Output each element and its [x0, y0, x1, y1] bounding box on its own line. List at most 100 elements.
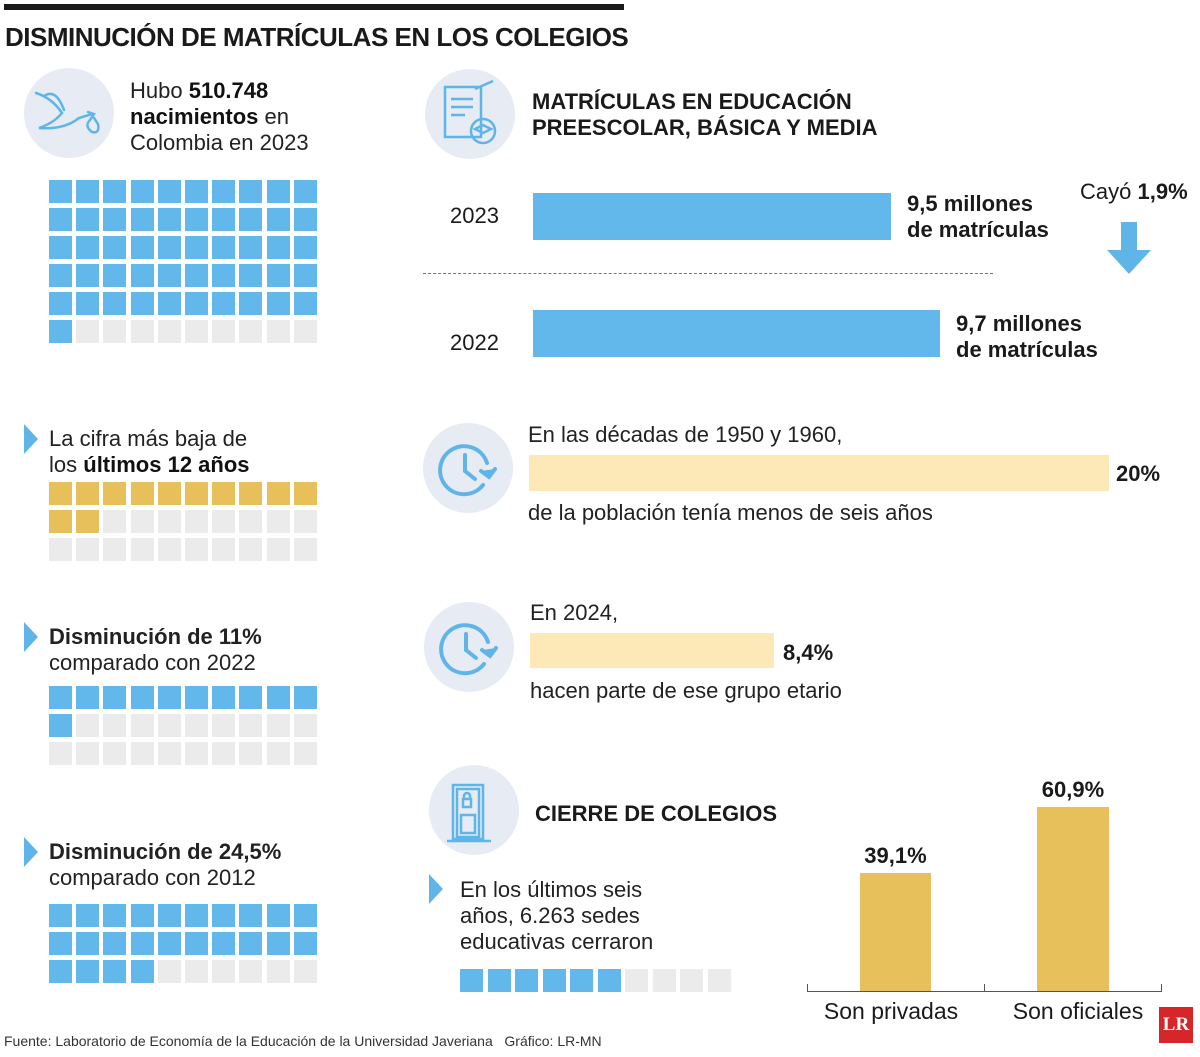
axis-tick — [807, 984, 808, 992]
waffle-cell-filled — [76, 292, 100, 315]
waffle-cell-filled — [266, 264, 290, 287]
waffle-cell-empty — [76, 320, 100, 343]
waffle-cell-empty — [212, 960, 236, 983]
waffle-cell-filled — [293, 264, 317, 287]
waffle-cell-filled — [184, 932, 208, 955]
waffle-cell-filled — [76, 510, 100, 533]
lr-logo: LR — [1159, 1007, 1193, 1043]
waffle-cell-filled — [157, 292, 181, 315]
waffle-cell-filled — [49, 208, 72, 231]
waffle-cell-filled — [212, 686, 236, 709]
bullet-triangle — [24, 837, 38, 867]
waffle-cell-empty — [157, 714, 181, 737]
waffle-cell-filled — [212, 482, 236, 505]
waffle-cell-filled — [103, 180, 127, 203]
bar-son-oficiales — [1037, 807, 1109, 991]
waffle-cell-empty — [293, 960, 317, 983]
waffle-cell-filled — [239, 686, 263, 709]
waffle-cell-filled — [49, 932, 72, 955]
waffle-cell-empty — [103, 320, 127, 343]
pop1-bottom: de la población tenía menos de seis años — [528, 500, 933, 525]
waffle-cell-filled — [103, 904, 127, 927]
clock-icon — [423, 423, 513, 513]
waffle-cell-filled — [76, 180, 100, 203]
waffle-cell-filled — [76, 236, 100, 259]
axis-tick — [984, 984, 985, 992]
waffle-cell-filled — [130, 904, 154, 927]
waffle-cell-filled — [49, 904, 72, 927]
bar-label-8-4: 8,4% — [783, 640, 834, 665]
waffle-cell-filled — [212, 180, 236, 203]
waffle-cell-filled — [157, 264, 181, 287]
schools-text: En los últimos seis años, 6.263 sedes educ… — [460, 877, 654, 954]
bar-son-privadas — [860, 872, 931, 991]
waffle-cell-empty — [76, 714, 100, 737]
waffle-cell-filled — [184, 264, 208, 287]
waffle-cell-filled — [157, 482, 181, 505]
waffle-cell-empty — [239, 960, 263, 983]
waffle-cell-filled — [293, 904, 317, 927]
waffle-cell-empty — [293, 538, 317, 561]
waffle-cell-filled — [293, 292, 317, 315]
category-label: Son privadas — [823, 998, 959, 1024]
waffle-cell-empty — [266, 960, 290, 983]
divider — [423, 273, 993, 274]
top-rule — [4, 4, 624, 10]
waffle-cell-filled — [103, 236, 127, 259]
waffle-cell-filled — [239, 482, 263, 505]
waffle-cell-empty — [266, 320, 290, 343]
waffle-cell-filled — [212, 264, 236, 287]
waffle-cell-filled — [212, 932, 236, 955]
waffle-cell-filled — [130, 208, 154, 231]
waffle-cell-empty — [130, 742, 154, 765]
waffle-cell-filled — [239, 236, 263, 259]
bar-label-2022: 9,7 millones de matrículas — [956, 311, 1098, 362]
waffle-cell-filled — [293, 686, 317, 709]
year-label: 2022 — [450, 330, 499, 355]
waffle-cell-filled — [157, 904, 181, 927]
waffle-cell-filled — [239, 292, 263, 315]
waffle-cell-empty — [652, 969, 676, 992]
waffle-cell-filled — [239, 264, 263, 287]
waffle-cell-empty — [130, 320, 154, 343]
waffle-cell-empty — [184, 510, 208, 533]
waffle-cell-empty — [103, 510, 127, 533]
waffle-cell-filled — [266, 932, 290, 955]
waffle-cell-filled — [184, 482, 208, 505]
bar-2024 — [530, 633, 774, 668]
bar-1950-1960 — [529, 455, 1109, 491]
pop2-bottom: hacen parte de ese grupo etario — [530, 678, 842, 703]
waffle-cell-empty — [76, 742, 100, 765]
clock-icon — [424, 602, 514, 692]
waffle-cell-empty — [157, 320, 181, 343]
lowest-text: La cifra más baja de los últimos 12 años — [49, 426, 250, 477]
waffle-cell-filled — [49, 320, 72, 343]
waffle-cell-filled — [266, 482, 290, 505]
stork-icon — [24, 68, 114, 158]
waffle-cell-filled — [130, 264, 154, 287]
waffle-cell-filled — [130, 180, 154, 203]
decrease-11-text: Disminución de 11% comparado con 2022 — [49, 624, 262, 675]
bullet-triangle — [24, 424, 38, 454]
waffle-cell-filled — [103, 292, 127, 315]
waffle-cell-empty — [266, 714, 290, 737]
waffle-cell-empty — [49, 538, 72, 561]
waffle-cell-filled — [212, 236, 236, 259]
waffle-cell-empty — [239, 510, 263, 533]
waffle-cell-filled — [487, 969, 511, 992]
waffle-cell-filled — [184, 904, 208, 927]
waffle-cell-filled — [103, 264, 127, 287]
waffle-cell-filled — [266, 208, 290, 231]
pop1-top: En las décadas de 1950 y 1960, — [528, 422, 843, 447]
waffle-cell-empty — [184, 960, 208, 983]
waffle-cell-filled — [293, 932, 317, 955]
waffle-cell-empty — [293, 742, 317, 765]
waffle-cell-empty — [130, 714, 154, 737]
waffle-cell-filled — [266, 686, 290, 709]
births-text: Hubo 510.748 nacimientos en Colombia en … — [130, 78, 309, 155]
x-axis — [808, 991, 1162, 992]
waffle-cell-filled — [293, 482, 317, 505]
waffle-cell-filled — [239, 180, 263, 203]
waffle-cell-filled — [212, 292, 236, 315]
waffle-cell-filled — [184, 208, 208, 231]
